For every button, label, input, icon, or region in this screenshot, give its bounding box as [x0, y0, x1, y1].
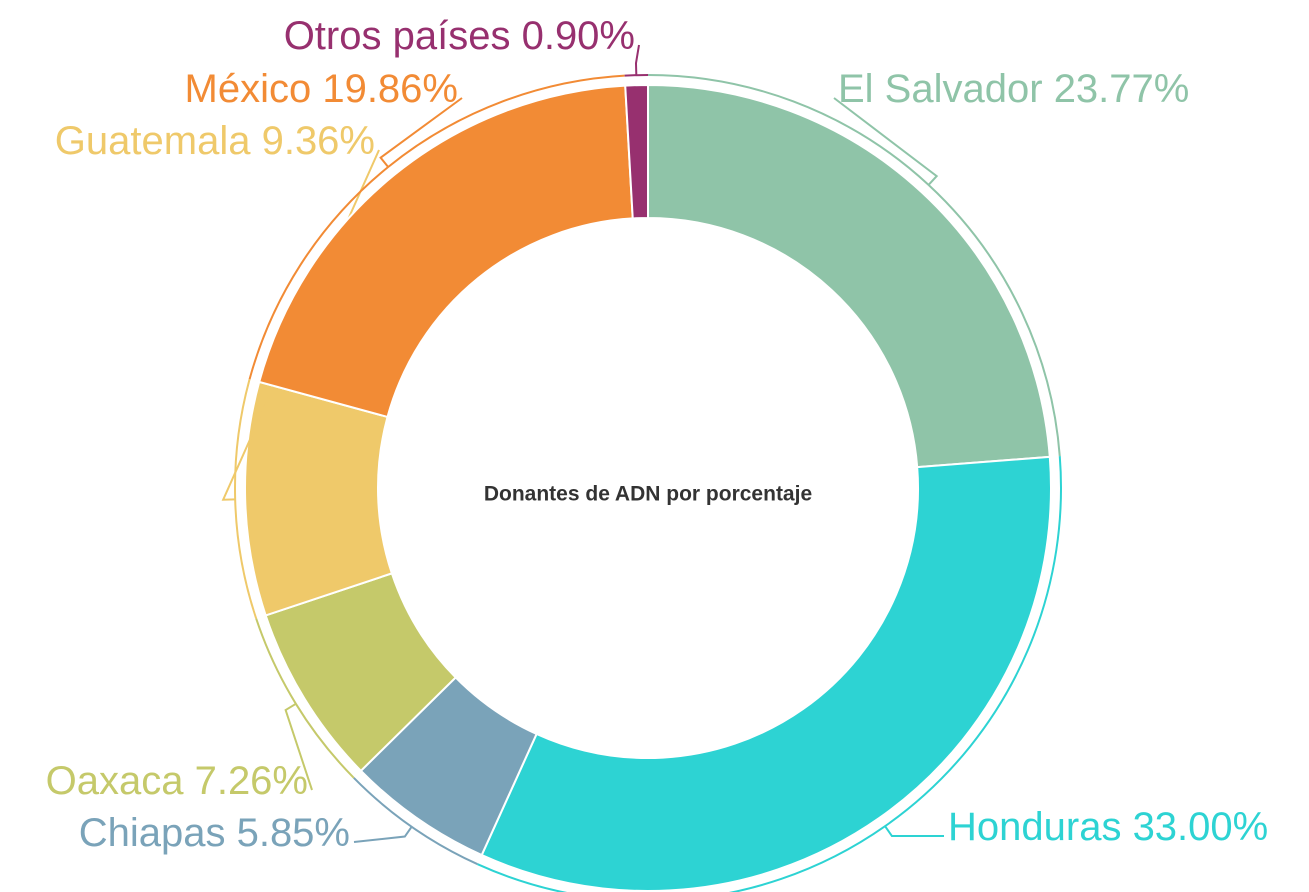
- slice-label: Honduras 33.00%: [948, 805, 1268, 849]
- leader-bracket: [248, 74, 625, 380]
- slice-label: México 19.86%: [185, 67, 459, 111]
- space: [1121, 805, 1132, 849]
- slice: [480, 455, 1052, 892]
- value-label: 5.85%: [237, 811, 350, 855]
- slice: [647, 83, 1051, 469]
- slice: [244, 380, 394, 617]
- chart-title: Donantes de ADN por porcentaje: [484, 483, 812, 506]
- category-name: Guatemala: [55, 119, 251, 163]
- value-label: 23.77%: [1054, 67, 1190, 111]
- leader-bracket: [647, 74, 1061, 457]
- leader-line: [379, 97, 463, 168]
- slice-label: El Salvador 23.77%: [838, 67, 1189, 111]
- slice-label: Chiapas 5.85%: [79, 811, 350, 855]
- value-label: 9.36%: [262, 119, 375, 163]
- space: [1043, 67, 1054, 111]
- category-name: Chiapas: [79, 811, 226, 855]
- space: [250, 119, 261, 163]
- value-label: 0.90%: [522, 14, 635, 58]
- leader-bracket: [353, 777, 478, 866]
- leader-line: [634, 44, 640, 76]
- leader-bracket: [624, 74, 649, 77]
- value-label: 19.86%: [322, 67, 458, 111]
- leader-line: [353, 826, 413, 843]
- leader-line: [284, 702, 313, 791]
- category-name: El Salvador: [838, 67, 1043, 111]
- space: [311, 67, 322, 111]
- leader-line: [884, 825, 945, 838]
- slice-label: Otros países 0.90%: [284, 14, 635, 58]
- category-name: Otros países: [284, 14, 511, 58]
- value-label: 33.00%: [1133, 805, 1269, 849]
- slice-label: Guatemala 9.36%: [55, 119, 375, 163]
- category-name: Oaxaca: [46, 759, 185, 803]
- slice: [257, 84, 634, 419]
- value-label: 7.26%: [195, 759, 308, 803]
- category-name: Honduras: [948, 805, 1121, 849]
- leader-bracket: [234, 379, 258, 619]
- space: [183, 759, 194, 803]
- space: [225, 811, 236, 855]
- leader-bracket: [477, 456, 1062, 892]
- slice: [624, 83, 649, 220]
- space: [510, 14, 521, 58]
- leader-line: [833, 97, 939, 186]
- slice-label: Oaxaca 7.26%: [46, 759, 308, 803]
- category-name: México: [185, 67, 312, 111]
